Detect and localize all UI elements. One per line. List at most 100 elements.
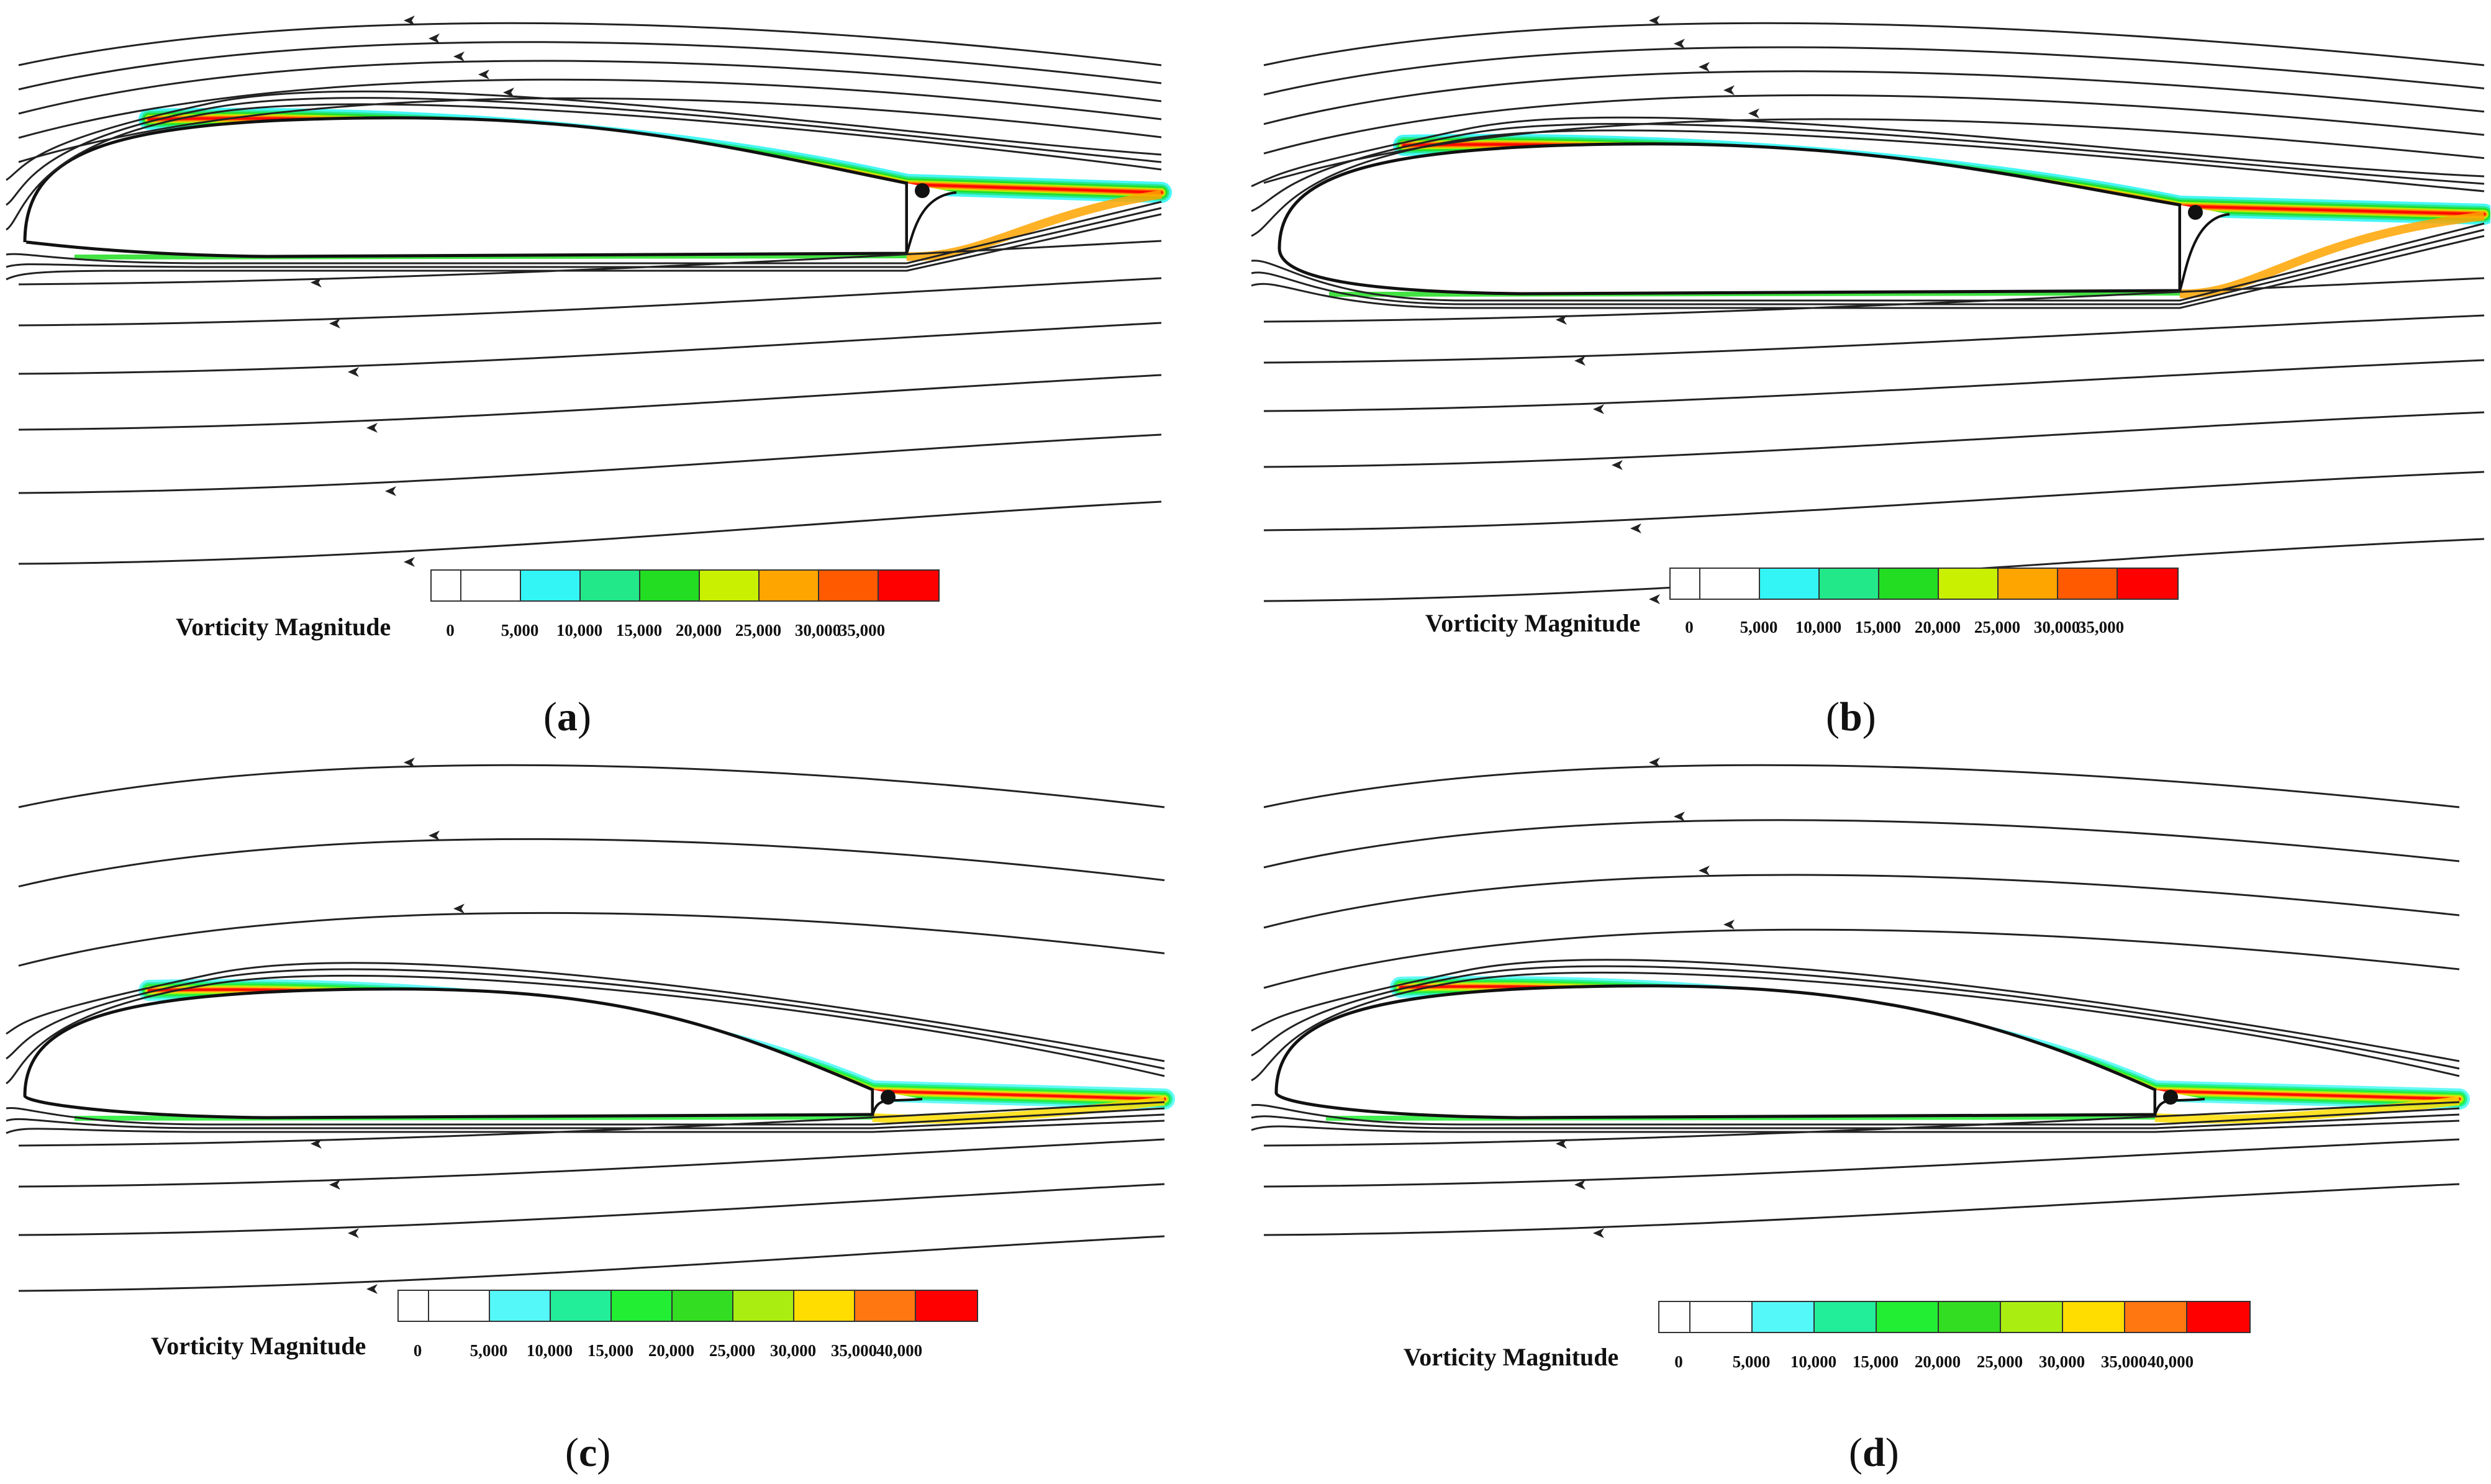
streamline bbox=[6, 974, 1165, 1085]
flow-arrow bbox=[1723, 85, 1735, 96]
colorbar-tick-label: 15,000 bbox=[1854, 618, 1902, 636]
streamline bbox=[1263, 1183, 2460, 1236]
streamline bbox=[18, 374, 1162, 431]
recirculation-vortex bbox=[2188, 205, 2203, 220]
colorbar-tick-label: 25,000 bbox=[1974, 618, 2021, 636]
flow-arrow bbox=[478, 70, 489, 79]
colorbar-tick-label: 35,000 bbox=[2100, 1352, 2148, 1371]
colorbar-cell bbox=[1879, 569, 1939, 599]
panel-label-a: (a) bbox=[543, 694, 591, 740]
colorbar-cell bbox=[1999, 569, 2058, 599]
flow-arrow bbox=[429, 830, 440, 841]
colorbar-tick-label: 40,000 bbox=[2147, 1352, 2194, 1371]
flow-arrow bbox=[329, 319, 340, 328]
colorbar-tick-label: 20,000 bbox=[1914, 618, 1961, 636]
colorbar-tick-label: 10,000 bbox=[556, 621, 603, 640]
streamline bbox=[1251, 1120, 2460, 1133]
streamline bbox=[1251, 1104, 2460, 1126]
flow-arrow bbox=[404, 557, 415, 567]
streamline bbox=[6, 97, 1162, 206]
colorbar-a bbox=[430, 569, 940, 602]
colorbar-title-d: Vorticity Magnitude bbox=[1404, 1343, 1619, 1371]
streamline bbox=[18, 322, 1162, 375]
colorbar-cell bbox=[700, 571, 760, 600]
streamline bbox=[1251, 1113, 2460, 1129]
streamline bbox=[18, 500, 1162, 565]
streamline bbox=[6, 962, 1165, 1062]
colorbar-cell bbox=[399, 1291, 429, 1321]
panel-label-b: (b) bbox=[1826, 694, 1876, 740]
streamline bbox=[6, 201, 1162, 265]
airfoil-outline bbox=[23, 987, 874, 1120]
streamline bbox=[18, 1183, 1165, 1236]
colorbar-cell bbox=[521, 571, 581, 600]
colorbar-tick-label: 40,000 bbox=[876, 1341, 923, 1360]
streamlines bbox=[6, 758, 1165, 1294]
colorbar-cell bbox=[916, 1291, 977, 1321]
panel-b: Vorticity Magnitude 0 5,000 10,000 15,000 20… bbox=[1245, 0, 2490, 742]
streamline bbox=[1251, 123, 2485, 212]
streamlines bbox=[1251, 16, 2485, 604]
streamline bbox=[6, 90, 1162, 181]
colorbar-tick-label: 0 bbox=[1674, 1352, 1683, 1371]
recirculation-vortex bbox=[915, 183, 930, 198]
colorbar-cell bbox=[2125, 1302, 2187, 1332]
streamline bbox=[18, 60, 1162, 115]
colorbar-cell bbox=[2187, 1302, 2249, 1332]
streamline bbox=[6, 1113, 1165, 1129]
streamline bbox=[1263, 471, 2485, 532]
recirculation-vortex bbox=[2163, 1090, 2178, 1105]
streamline bbox=[1263, 764, 2460, 808]
streamline bbox=[1251, 965, 2460, 1070]
colorbar-tick-label: 15,000 bbox=[587, 1341, 634, 1360]
colorbar-tick-label: 20,000 bbox=[1914, 1352, 1961, 1371]
colorbar-cell bbox=[1939, 1302, 2001, 1332]
streamline bbox=[1263, 359, 2485, 412]
flow-arrow bbox=[1674, 812, 1685, 821]
colorbar-tick-label: 35,000 bbox=[2077, 618, 2125, 636]
streamline bbox=[1251, 235, 2485, 309]
colorbar-title-c: Vorticity Magnitude bbox=[151, 1332, 366, 1360]
streamline bbox=[1263, 314, 2485, 364]
colorbar-tick-label: 10,000 bbox=[526, 1341, 573, 1360]
flow-arrow bbox=[404, 758, 415, 767]
streamline bbox=[18, 838, 1165, 888]
flow-arrow bbox=[429, 34, 440, 43]
streamline bbox=[1263, 22, 2485, 66]
streamline bbox=[1263, 928, 2460, 989]
streamline-plot-d bbox=[1251, 758, 2470, 1238]
streamline bbox=[1263, 1101, 2460, 1147]
colorbar-cell bbox=[1815, 1302, 1877, 1332]
streamline bbox=[1263, 94, 2485, 155]
streamline-plot-b bbox=[1251, 16, 2490, 604]
colorbar-tick-label: 30,000 bbox=[769, 1341, 817, 1360]
streamline bbox=[18, 1138, 1165, 1188]
panel-d: Vorticity Magnitude 0 5,000 10,000 15,000 20… bbox=[1245, 742, 2490, 1484]
colorbar-tick-label: 30,000 bbox=[794, 621, 842, 640]
streamline bbox=[6, 213, 1162, 281]
streamline bbox=[1263, 411, 2485, 468]
flow-arrow bbox=[1649, 594, 1660, 604]
streamline bbox=[1263, 46, 2485, 96]
colorbar-tick-label: 15,000 bbox=[1852, 1352, 1899, 1371]
flow-arrow bbox=[1593, 1228, 1604, 1238]
colorbar-tick-label: 35,000 bbox=[830, 1341, 878, 1360]
flow-arrow bbox=[1699, 61, 1710, 72]
colorbar-cell bbox=[1877, 1302, 1939, 1332]
flow-arrow bbox=[1574, 1180, 1586, 1190]
panel-a: Vorticity Magnitude 0 5,000 10,000 15,000 20… bbox=[0, 0, 1245, 742]
streamline bbox=[18, 22, 1162, 66]
flow-arrow bbox=[385, 486, 396, 496]
streamline bbox=[1251, 129, 2485, 237]
colorbar-tick-label: 25,000 bbox=[1976, 1352, 2023, 1371]
flow-arrow bbox=[1748, 108, 1759, 119]
colorbar-tick-label: 0 bbox=[413, 1341, 422, 1360]
colorbar-tick-label: 30,000 bbox=[2038, 1352, 2085, 1371]
airfoil-outline bbox=[23, 116, 909, 258]
streamline bbox=[18, 433, 1162, 494]
flow-arrow bbox=[1674, 38, 1685, 49]
flow-arrow bbox=[1699, 866, 1710, 875]
panel-label-c: (c) bbox=[565, 1430, 611, 1475]
colorbar-cell bbox=[581, 571, 640, 600]
streamline bbox=[18, 764, 1165, 808]
